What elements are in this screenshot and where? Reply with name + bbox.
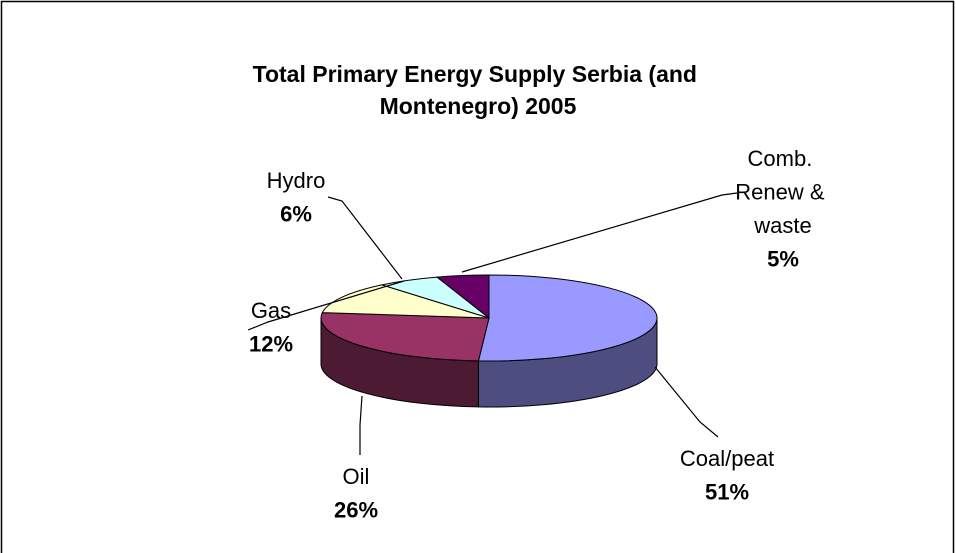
slice <box>435 274 490 320</box>
slice <box>477 274 658 362</box>
leader-line <box>327 196 403 280</box>
slice-label: Gas <box>251 298 291 323</box>
leader-line <box>359 395 363 455</box>
slice <box>320 312 490 362</box>
leader-line <box>461 192 738 273</box>
slice-label: Oil <box>343 464 370 489</box>
leader-line <box>247 280 405 331</box>
slice-value-label: 12% <box>249 331 293 356</box>
slice-label: Coal/peat <box>680 446 774 471</box>
leader-line <box>654 366 719 438</box>
slice-value-label: 6% <box>280 201 312 226</box>
slice-value-label: 51% <box>705 479 749 504</box>
slice-value-label: 26% <box>334 497 378 522</box>
slice-label: Comb. Renew & waste <box>735 146 830 238</box>
chart-title: Total Primary Energy Supply Serbia (and … <box>253 61 704 119</box>
slice-value-label: 5% <box>767 246 799 271</box>
slice-label: Hydro <box>267 168 326 193</box>
